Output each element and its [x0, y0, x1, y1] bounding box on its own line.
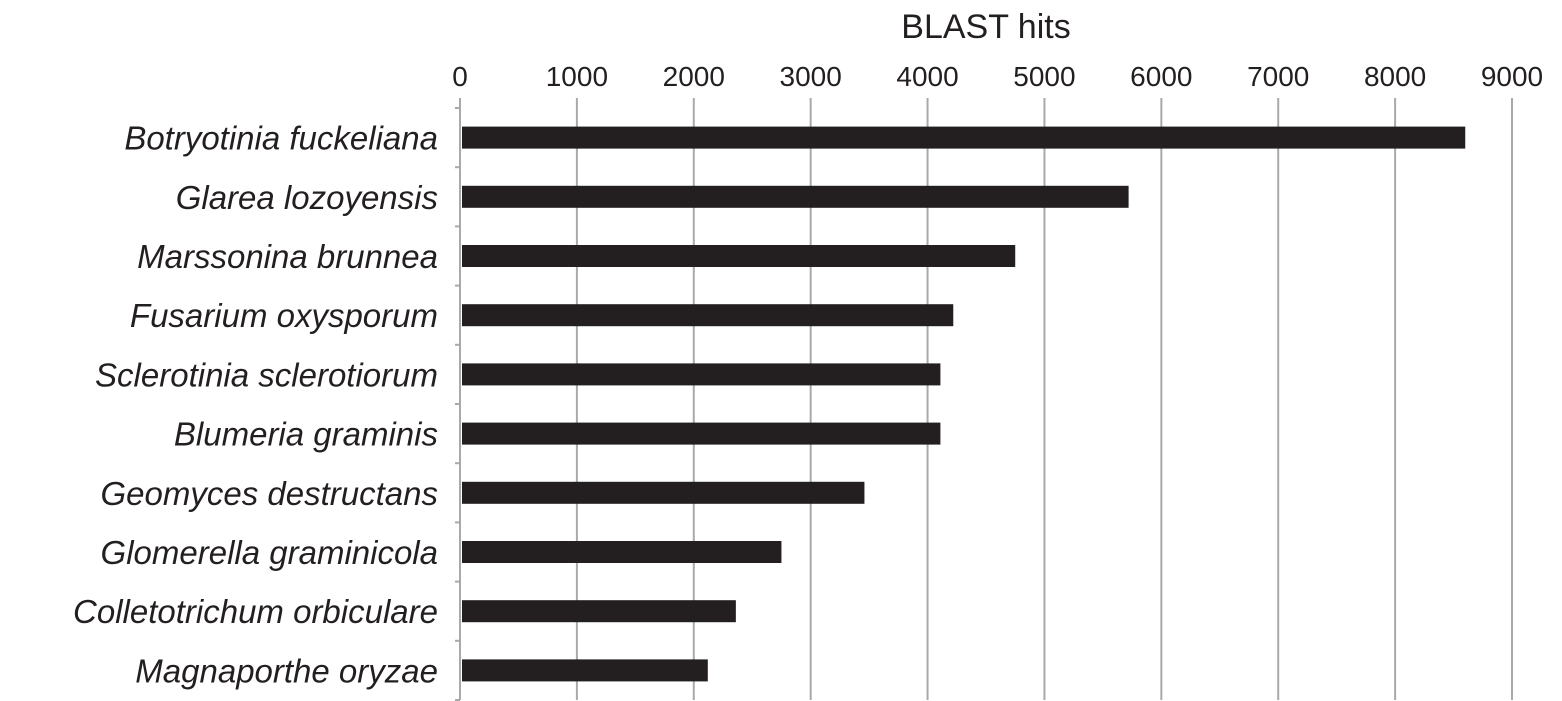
category-label: Marssonina brunnea — [137, 238, 438, 275]
category-label: Geomyces destructans — [101, 475, 438, 512]
bar — [462, 126, 1466, 149]
category-label: Botryotinia fuckeliana — [124, 120, 438, 157]
category-label: Magnaporthe oryzae — [135, 652, 438, 689]
bar — [462, 304, 954, 327]
x-tick-label: 6000 — [1130, 61, 1192, 92]
bar — [462, 541, 782, 563]
bar — [462, 185, 1129, 208]
x-tick-label: 5000 — [1013, 61, 1075, 92]
category-label: Fusarium oxysporum — [130, 297, 438, 334]
category-label: Glomerella graminicola — [101, 534, 438, 571]
y-category-ticks — [455, 107, 460, 701]
x-tick-label: 7000 — [1247, 61, 1309, 92]
bar — [462, 659, 708, 682]
x-tick-label: 2000 — [663, 61, 725, 92]
x-tick-label: 9000 — [1481, 61, 1543, 92]
category-label: Blumeria graminis — [174, 416, 438, 453]
bar — [462, 600, 736, 623]
category-labels: Botryotinia fuckeliana Glarea lozoyensis M… — [73, 120, 438, 690]
x-tick-label: 1000 — [546, 61, 608, 92]
x-tick-label: 0 — [452, 61, 468, 92]
category-label: Glarea lozoyensis — [176, 179, 438, 216]
x-tick-label: 3000 — [780, 61, 842, 92]
category-label: Sclerotinia sclerotiorum — [95, 356, 438, 393]
bar — [462, 245, 1016, 267]
x-tick-labels: 0 1000 2000 3000 4000 5000 6000 7000 8000 9000 — [452, 61, 1543, 92]
x-tick-label: 8000 — [1364, 61, 1426, 92]
bar — [462, 422, 941, 445]
bars — [462, 126, 1466, 682]
x-axis-title: BLAST hits — [901, 8, 1070, 46]
category-label: Colletotrichum orbiculare — [73, 593, 438, 630]
bar — [462, 481, 865, 504]
bar — [462, 363, 941, 386]
x-tick-label: 4000 — [896, 61, 958, 92]
